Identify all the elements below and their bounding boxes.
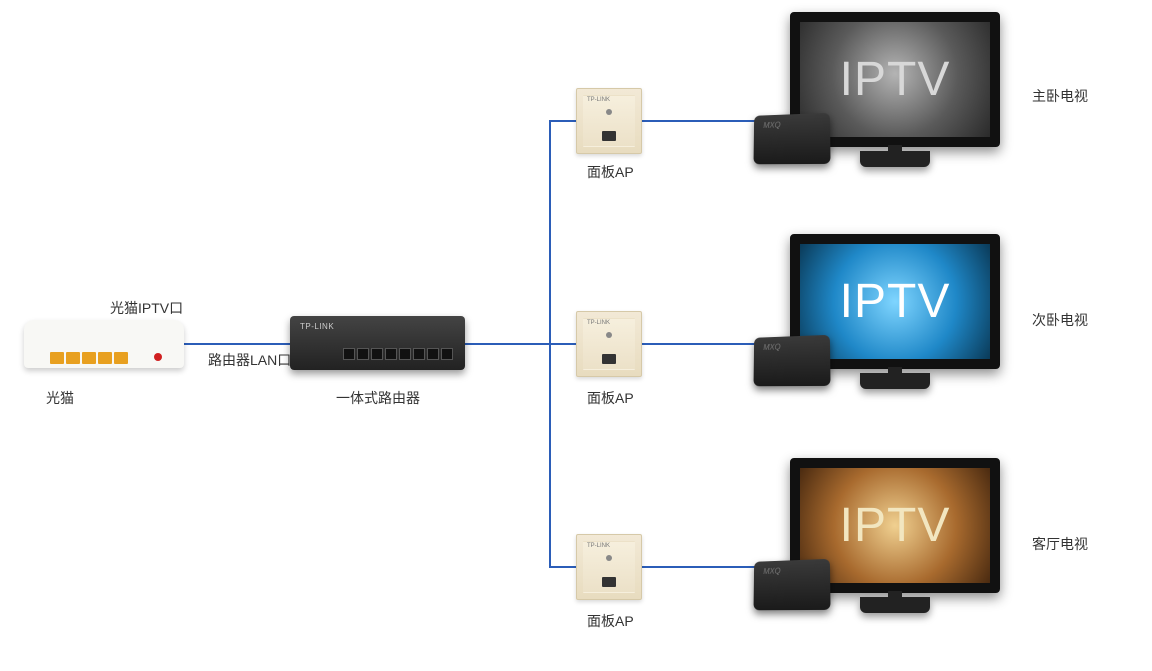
box-brand-1: MXQ — [763, 121, 780, 130]
line-router-trunk — [465, 343, 550, 345]
modem-label: 光猫 — [46, 388, 74, 408]
tv-stand-3 — [860, 597, 930, 613]
box-brand-2: MXQ — [763, 343, 780, 352]
line-ap-tv-2 — [642, 343, 756, 345]
line-ap-tv-1 — [642, 120, 756, 122]
ap-panel-1: TP-LINK — [576, 88, 642, 154]
line-branch-1 — [550, 120, 576, 122]
tv-text-3: IPTV — [840, 498, 951, 553]
line-branch-3 — [550, 566, 576, 568]
router-lan-port-label: 路由器LAN口 — [208, 350, 291, 370]
optical-modem — [24, 320, 184, 368]
set-top-box-2: MXQ — [754, 335, 831, 386]
tv-stand-1 — [860, 151, 930, 167]
set-top-box-1: MXQ — [754, 113, 831, 164]
tv-label-1: 主卧电视 — [1032, 86, 1088, 106]
ap-label-1: 面板AP — [587, 162, 634, 182]
line-modem-router — [184, 343, 290, 345]
ap-label-2: 面板AP — [587, 388, 634, 408]
set-top-box-3: MXQ — [754, 559, 831, 610]
box-brand-3: MXQ — [763, 567, 780, 576]
ap-brand-3: TP-LINK — [587, 543, 610, 549]
tv-label-3: 客厅电视 — [1032, 534, 1088, 554]
ap-label-3: 面板AP — [587, 611, 634, 631]
router-label: 一体式路由器 — [336, 388, 420, 408]
ap-panel-3: TP-LINK — [576, 534, 642, 600]
line-branch-2 — [550, 343, 576, 345]
diagram-canvas: 光猫IPTV口 光猫 TP-LINK 路由器LAN口 一体式路由器 TP-LIN… — [0, 0, 1152, 671]
modem-iptv-port-label: 光猫IPTV口 — [110, 298, 183, 318]
tv-stand-2 — [860, 373, 930, 389]
tv-label-2: 次卧电视 — [1032, 310, 1088, 330]
tv-text-2: IPTV — [840, 274, 951, 329]
integrated-router: TP-LINK — [290, 316, 465, 370]
line-ap-tv-3 — [642, 566, 756, 568]
tv-text-1: IPTV — [840, 52, 951, 107]
ap-panel-2: TP-LINK — [576, 311, 642, 377]
ap-brand-2: TP-LINK — [587, 320, 610, 326]
router-brand: TP-LINK — [300, 322, 334, 331]
ap-brand-1: TP-LINK — [587, 97, 610, 103]
